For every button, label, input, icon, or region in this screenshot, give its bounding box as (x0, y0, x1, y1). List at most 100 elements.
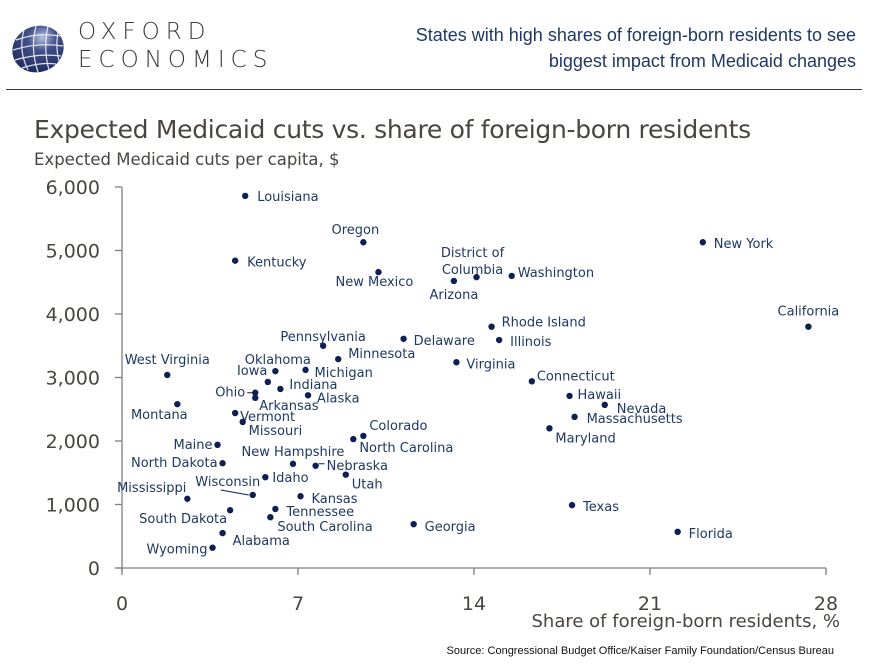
point-label: Missouri (249, 424, 303, 439)
point-label: Iowa (237, 364, 267, 379)
point-marker (239, 418, 246, 426)
point-label: Utah (352, 478, 383, 493)
point-label: South Dakota (139, 512, 227, 527)
point-label: Idaho (272, 471, 308, 486)
y-axis-title: Expected Medicaid cuts per capita, $ (34, 150, 340, 169)
data-point: Hawaii (566, 388, 621, 403)
point-marker (375, 268, 382, 276)
data-point: North Carolina (350, 435, 453, 456)
data-point: Arkansas (252, 394, 319, 414)
data-point: Maine (173, 438, 221, 453)
point-marker (566, 392, 573, 400)
point-marker (277, 385, 284, 393)
point-marker (252, 394, 259, 402)
point-label: Texas (582, 500, 619, 515)
point-marker (231, 409, 239, 417)
point-label: Wyoming (146, 543, 207, 558)
data-point: Kansas (297, 492, 358, 507)
data-point: Ohio (215, 386, 259, 401)
data-point: Oregon (332, 223, 379, 246)
point-marker (249, 491, 256, 499)
data-point: New Mexico (336, 268, 413, 290)
data-point: Connecticut (528, 369, 615, 385)
point-marker (272, 367, 279, 375)
data-point: Alaska (304, 391, 360, 406)
point-label: Arizona (429, 288, 478, 303)
point-label: Montana (131, 408, 188, 423)
headline-line-2: biggest impact from Medicaid changes (548, 51, 856, 71)
point-label: New Hampshire (242, 445, 345, 460)
point-marker (209, 544, 216, 551)
x-axis-title: Share of foreign-born residents, % (531, 611, 841, 632)
point-label: Oklahoma (245, 353, 311, 368)
axes: 0 1,000 2,000 3,000 4,000 5,000 6,000 0 7 14 21 28 (46, 177, 839, 615)
data-point: Mississippi (117, 481, 191, 502)
data-point: Alabama (219, 529, 290, 549)
point-label: Alabama (233, 534, 290, 549)
point-marker (335, 355, 342, 363)
point-marker (267, 514, 274, 521)
point-marker (546, 425, 553, 432)
data-point: Missouri (239, 418, 303, 439)
logo-wordmark: OXFORD ECONOMICS (78, 18, 273, 74)
point-marker (528, 378, 536, 385)
data-point: Delaware (400, 334, 475, 349)
data-point: West Virginia (125, 353, 210, 379)
data-point: Texas (568, 500, 619, 515)
x-tick-label: 14 (462, 593, 486, 615)
point-marker (571, 413, 578, 421)
data-point: Illinois (495, 335, 552, 350)
point-marker (219, 460, 226, 467)
source-note: Source: Congressional Budget Office/Kais… (446, 645, 834, 657)
point-label: Virginia (466, 357, 515, 372)
point-label: North Dakota (131, 456, 218, 471)
point-marker (488, 323, 495, 330)
data-point: Wyoming (146, 543, 216, 558)
point-marker (231, 257, 239, 264)
point-label: Alaska (317, 391, 360, 406)
point-marker (297, 493, 304, 500)
y-tick-label: 0 (88, 558, 100, 580)
point-label: Florida (689, 527, 733, 542)
point-marker (410, 520, 417, 528)
data-point: Indiana (277, 378, 338, 393)
x-tick-label: 21 (638, 593, 662, 615)
data-point: New York (699, 237, 774, 252)
point-marker (312, 462, 319, 469)
point-label: Louisiana (257, 190, 318, 205)
header-divider (6, 89, 862, 90)
data-points: Louisiana Oregon Kentucky New Mexico Distric… (117, 190, 839, 558)
y-tick-label: 6,000 (46, 177, 100, 199)
point-label: West Virginia (125, 353, 210, 368)
data-point: Virginia (453, 357, 515, 372)
point-label: Columbia (442, 263, 503, 278)
point-label: Nebraska (327, 459, 388, 474)
point-marker (289, 460, 297, 468)
data-point: District of Columbia (441, 246, 505, 281)
point-label: Arkansas (259, 399, 318, 414)
point-marker (226, 507, 234, 514)
y-tick-label: 3,000 (46, 368, 100, 390)
data-point: Minnesota (335, 347, 415, 363)
point-label: California (778, 305, 840, 320)
point-marker (252, 389, 259, 396)
point-label: Rhode Island (502, 316, 586, 331)
point-marker (601, 401, 608, 409)
point-marker (508, 272, 515, 280)
data-point: Massachusetts (571, 412, 683, 427)
point-marker (184, 495, 191, 502)
headline: States with high shares of foreign-born … (336, 22, 856, 74)
data-point: Arizona (429, 277, 478, 303)
point-label: Illinois (510, 335, 551, 350)
point-label: Colorado (369, 419, 427, 434)
chart-title: Expected Medicaid cuts vs. share of fore… (34, 115, 751, 144)
data-point: Wisconsin (195, 475, 260, 499)
data-point: Utah (342, 471, 383, 493)
point-marker (699, 239, 706, 246)
logo-line-2: ECONOMICS (78, 47, 274, 73)
point-label: Vermont (240, 410, 295, 425)
data-point: Florida (674, 527, 733, 542)
point-label: Tennessee (285, 505, 354, 520)
oxford-economics-logo: OXFORD ECONOMICS (8, 18, 267, 80)
